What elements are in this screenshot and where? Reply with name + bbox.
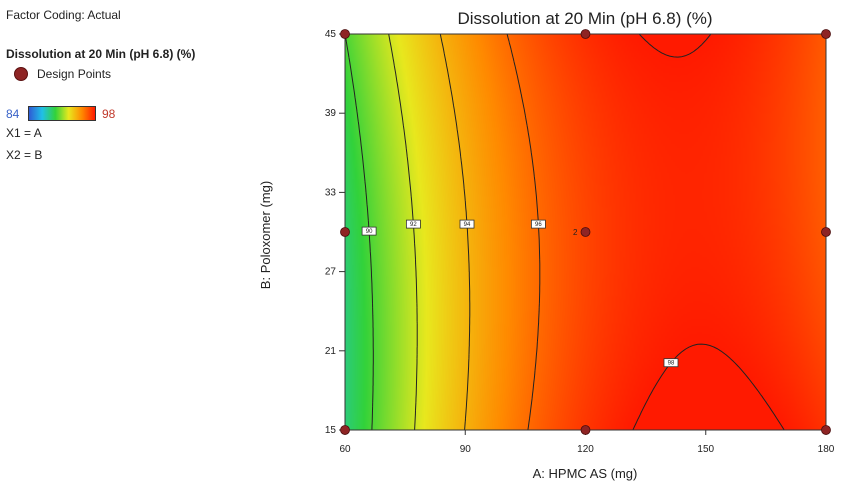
contour-label-92: 92 — [405, 219, 421, 229]
design-point-count: 2 — [573, 228, 578, 237]
svg-text:90: 90 — [366, 229, 373, 235]
x-axis-label: A: HPMC AS (mg) — [533, 466, 638, 481]
y-tick-label: 33 — [325, 187, 337, 198]
design-point — [821, 227, 831, 237]
contour-line-94 — [439, 33, 471, 431]
y-tick-label: 15 — [325, 425, 337, 436]
color-gradient-bar — [28, 106, 96, 121]
x-tick-label: 150 — [697, 444, 714, 455]
x-tick-label: 120 — [577, 444, 594, 455]
design-point — [821, 29, 831, 39]
chart-title: Dissolution at 20 Min (pH 6.8) (%) — [457, 9, 712, 28]
contour-line-90 — [345, 37, 374, 431]
color-scale-low: 84 — [6, 106, 20, 121]
factor-coding-label: Factor Coding: Actual — [6, 8, 121, 22]
svg-text:98: 98 — [668, 361, 675, 367]
design-point — [580, 425, 591, 435]
x-tick-label: 180 — [818, 444, 835, 455]
color-scale-high: 98 — [102, 106, 116, 121]
x-tick-label: 90 — [460, 444, 472, 455]
x-tick-label: 60 — [339, 444, 351, 455]
color-scale-legend: 84 98 — [6, 106, 115, 121]
contour-label-96: 96 — [531, 219, 546, 229]
svg-text:94: 94 — [464, 222, 471, 228]
contour-labels: 90 92 94 96 98 — [361, 219, 679, 368]
design-point — [580, 227, 591, 237]
legend-panel: Factor Coding: Actual Dissolution at 20 … — [0, 0, 270, 488]
y-tick-label: 45 — [325, 29, 337, 40]
design-point — [340, 29, 350, 39]
contour-label-94: 94 — [459, 219, 475, 229]
design-point-icon — [14, 67, 28, 81]
y-tick-label: 39 — [325, 108, 337, 119]
y-axis-label: B: Poloxomer (mg) — [258, 181, 273, 289]
y-tick-label: 27 — [325, 267, 337, 278]
design-points-legend: Design Points — [14, 67, 111, 81]
contour-lines — [345, 33, 785, 431]
contour-line-96 — [506, 33, 541, 431]
design-point — [340, 227, 350, 237]
design-points: 2 — [340, 29, 831, 435]
design-point — [580, 29, 591, 39]
response-label: Dissolution at 20 Min (pH 6.8) (%) — [6, 47, 196, 61]
svg-text:96: 96 — [535, 222, 542, 228]
svg-text:92: 92 — [410, 222, 417, 228]
design-points-label: Design Points — [37, 67, 112, 81]
contour-line-98 — [632, 33, 785, 431]
contour-line-92 — [388, 33, 418, 431]
design-point — [340, 425, 350, 435]
factor-map-x2: X2 = B — [6, 148, 43, 162]
contour-label-90: 90 — [361, 226, 377, 236]
factor-map-x1: X1 = A — [6, 126, 42, 140]
design-point — [821, 425, 831, 435]
y-tick-label: 21 — [325, 346, 337, 357]
contour-label-98: 98 — [663, 358, 679, 368]
